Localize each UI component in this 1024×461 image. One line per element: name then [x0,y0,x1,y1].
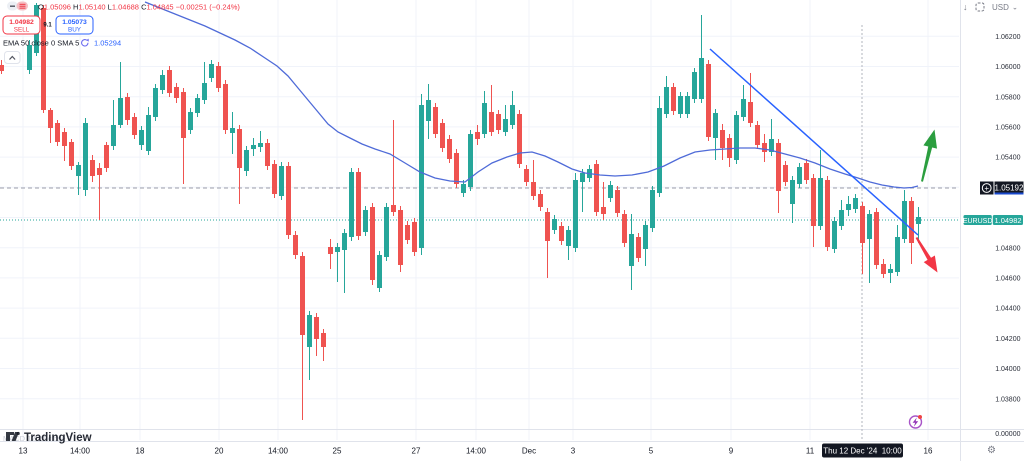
svg-text:O1.05096 H1.05140 L1.04688 C1.: O1.05096 H1.05140 L1.04688 C1.04845 −0.0… [38,3,240,12]
svg-text:14:00: 14:00 [268,447,289,456]
svg-text:1.04400: 1.04400 [995,306,1020,313]
svg-text:+: + [984,184,989,193]
svg-text:1.04200: 1.04200 [995,336,1020,343]
svg-text:BUY: BUY [68,27,82,34]
svg-text:14:00: 14:00 [466,447,487,456]
svg-text:1.05600: 1.05600 [995,125,1020,132]
svg-text:16: 16 [924,447,933,456]
svg-text:EURUSD: EURUSD [963,218,993,225]
svg-text:3: 3 [571,447,576,456]
svg-text:1.05192: 1.05192 [995,184,1024,193]
svg-text:TradingView: TradingView [24,432,92,444]
svg-text:1.06000: 1.06000 [995,64,1020,71]
svg-text:1.05294: 1.05294 [94,39,121,48]
svg-text:Dec: Dec [522,447,536,456]
svg-text:⚙: ⚙ [987,445,996,456]
svg-text:5: 5 [649,447,654,456]
svg-text:1.04982: 1.04982 [994,216,1021,225]
svg-text:1.04600: 1.04600 [995,276,1020,283]
svg-text:20: 20 [215,447,224,456]
svg-text:0.00000: 0.00000 [995,431,1020,438]
svg-text:1.05800: 1.05800 [995,94,1020,101]
svg-text:1.05400: 1.05400 [995,155,1020,162]
svg-text:11: 11 [806,447,815,456]
svg-text:1.03800: 1.03800 [995,396,1020,403]
svg-text:⌄: ⌄ [1012,5,1018,12]
svg-text:1.04000: 1.04000 [995,366,1020,373]
svg-text:27: 27 [412,447,421,456]
svg-text:USD: USD [992,3,1009,12]
svg-text:1.05073: 1.05073 [62,19,87,26]
svg-text:13: 13 [19,447,28,456]
svg-text:9: 9 [729,447,734,456]
svg-text:Thu 12 Dec '24 10:00: Thu 12 Dec '24 10:00 [823,446,902,455]
svg-text:↓: ↓ [963,2,968,12]
svg-text:MACD 12 26 close 9: MACD 12 26 close 9 [3,434,72,443]
svg-text:1.04800: 1.04800 [995,245,1020,252]
svg-text:EMA 50 close 0 SMA 5: EMA 50 close 0 SMA 5 [3,39,79,48]
svg-text:1.06200: 1.06200 [995,34,1020,41]
svg-text:18: 18 [136,447,145,456]
svg-text:9.1: 9.1 [43,23,52,29]
svg-text:1.04982: 1.04982 [9,19,34,26]
svg-text:14:00: 14:00 [70,447,91,456]
svg-text:SELL: SELL [14,27,30,34]
svg-text:25: 25 [333,447,342,456]
